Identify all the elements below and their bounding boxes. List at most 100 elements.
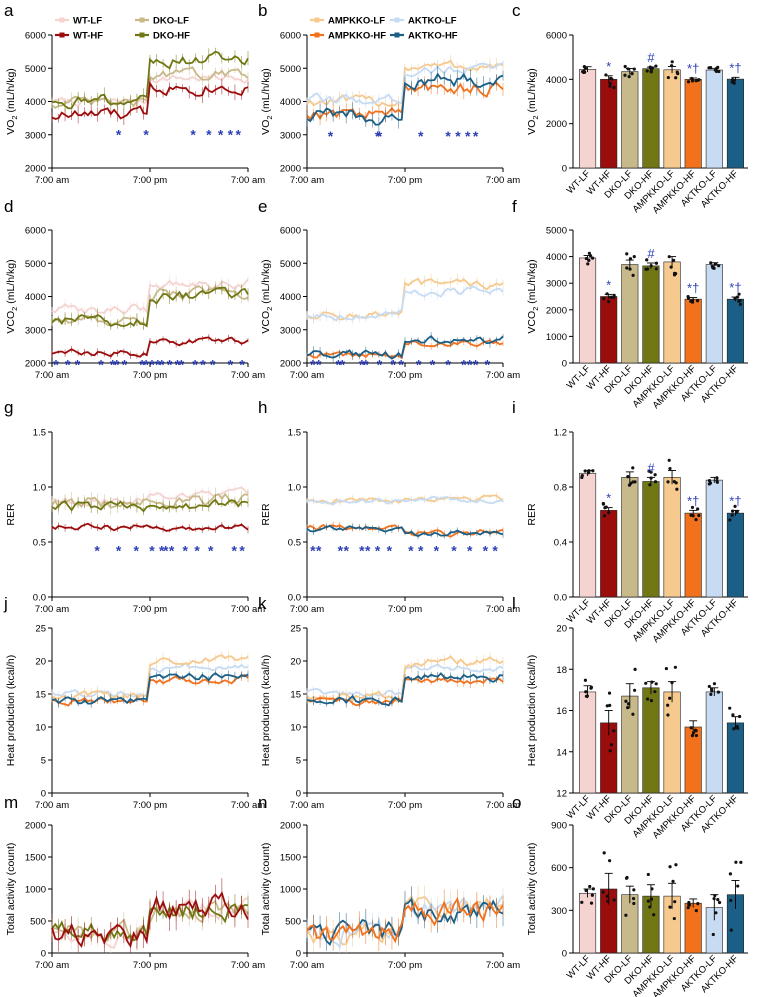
significance-star: * [232, 543, 238, 559]
data-point [693, 728, 698, 732]
data-point [738, 302, 742, 306]
data-point [714, 911, 718, 915]
series-line-AKTKO-HF [306, 72, 504, 126]
y-tick-label: 0 [562, 164, 567, 175]
data-point [632, 901, 636, 906]
data-point [675, 70, 679, 74]
significance-star: * [473, 128, 479, 144]
series-line-DKO-HF [51, 498, 249, 513]
data-point [608, 81, 612, 86]
data-point [674, 863, 678, 867]
significance-star: * [387, 543, 393, 559]
y-axis-label-o: Total activity (count) [526, 843, 538, 936]
x-tick-label: 7:00 am [486, 370, 520, 381]
bar-AMPKKO-HF [684, 79, 702, 169]
y-tick-label: 25 [35, 624, 46, 635]
y-tick-label: 0.0 [33, 593, 46, 604]
bar-AKTKO-LF [705, 69, 723, 169]
significance-star: * [365, 543, 371, 559]
data-point [711, 932, 715, 937]
y-tick-label: 2000 [280, 821, 301, 832]
x-tick-label: 7:00 pm [133, 370, 167, 381]
data-point [729, 898, 733, 903]
y-tick-label: 4000 [280, 292, 301, 303]
panel-letter-m: m [4, 793, 18, 812]
data-point [730, 80, 734, 84]
significance-mark: *† [729, 493, 741, 508]
series-line-AKTKO-HF [306, 335, 504, 360]
data-point [606, 899, 610, 903]
data-point [612, 898, 616, 902]
x-tick-label: 7:00 am [35, 800, 69, 811]
x-tick-label: 7:00 am [290, 370, 324, 381]
significance-star: * [228, 356, 234, 372]
data-point [607, 300, 611, 304]
panel-letter-h: h [258, 398, 267, 417]
data-point [590, 893, 594, 897]
data-point [584, 256, 588, 261]
bar-WT-LF [579, 691, 597, 794]
data-point [626, 706, 630, 710]
data-point [671, 879, 675, 883]
significance-star: * [208, 543, 214, 559]
data-point [627, 483, 632, 487]
y-tick-label: 5000 [25, 64, 46, 75]
significance-mark: *† [687, 493, 699, 508]
x-tick-label: 7:00 am [231, 604, 265, 615]
y-tick-label: 0 [41, 789, 46, 800]
data-point [587, 251, 591, 255]
panel-m: 0 500 1000 1500 2000 7:00 am 7:00 pm 7:00 am Tot… [5, 821, 265, 972]
panel-i: 0.00.40.81.2RERWT-LF*WT-HFDKO-LF#DKO-HFA… [526, 428, 748, 645]
y-tick-label: 5000 [546, 226, 567, 237]
data-point [583, 469, 587, 473]
data-point [732, 727, 736, 731]
y-tick-label: 2000 [280, 359, 301, 370]
significance-star: * [65, 356, 71, 372]
significance-star: * [239, 543, 245, 559]
bar-AMPKKO-HF [684, 298, 702, 364]
significance-star: * [206, 126, 212, 142]
y-axis-label-m: Total activity (count) [5, 843, 17, 936]
significance-star: * [149, 543, 155, 559]
data-point [626, 67, 630, 71]
data-point [649, 476, 653, 480]
data-point [580, 900, 584, 904]
panel-letter-f: f [512, 197, 517, 216]
y-tick-label: 2000 [546, 305, 567, 316]
panel-letter-b: b [258, 1, 267, 20]
data-point [686, 294, 690, 299]
data-point [654, 267, 658, 271]
y-axis-label-g: RER [5, 503, 17, 526]
bar-DKO-LF [621, 477, 639, 598]
y-tick-label: 0.5 [288, 538, 301, 549]
data-point [717, 69, 721, 74]
significance-star: * [455, 128, 461, 144]
data-point [714, 262, 718, 266]
data-point [737, 292, 741, 296]
y-axis-label-e: VCO2 (mL/h/kg) [260, 259, 274, 333]
legend: AMPKKO-LF AKTKO-LF AMPKKO-HF AKTKO-HF [310, 16, 458, 42]
panel-j: 0 5 10 15 20 25 7:00 am 7:00 pm 7:00 am Heat prod… [5, 624, 265, 812]
data-point [738, 714, 742, 719]
data-point [646, 899, 650, 903]
series-line-DKO-HF [51, 286, 249, 328]
significance-star: * [359, 543, 365, 559]
bar-AMPKKO-HF [684, 512, 702, 598]
data-point [612, 295, 616, 299]
panel-letter-k: k [258, 594, 267, 613]
x-tick-label: 7:00 am [35, 370, 69, 381]
significance-star: * [316, 543, 322, 559]
x-tick-label: 7:00 am [486, 604, 520, 615]
data-point [715, 476, 719, 480]
y-tick-label: 2000 [25, 821, 46, 832]
bar-WT-LF [579, 69, 597, 169]
series-line-AKTKO-HF [51, 672, 249, 705]
significance-mark: * [606, 491, 611, 506]
data-point [587, 469, 591, 473]
data-point [672, 258, 676, 262]
data-point [729, 928, 733, 932]
data-point [717, 264, 721, 268]
